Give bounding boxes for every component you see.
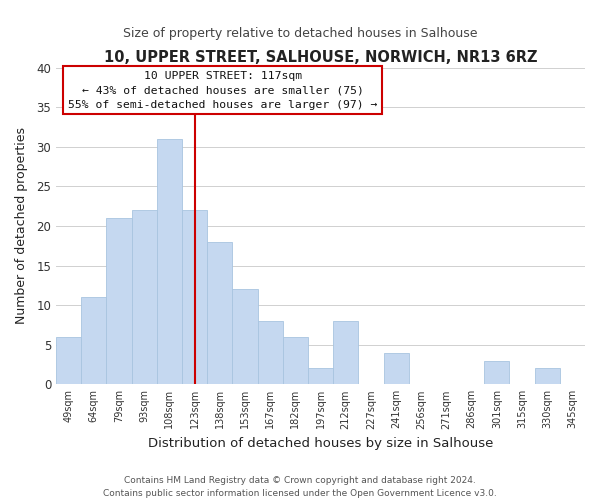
Bar	[131, 210, 157, 384]
Bar	[81, 297, 106, 384]
X-axis label: Distribution of detached houses by size in Salhouse: Distribution of detached houses by size …	[148, 437, 493, 450]
Bar	[333, 321, 358, 384]
Text: Size of property relative to detached houses in Salhouse: Size of property relative to detached ho…	[123, 28, 477, 40]
Text: 10 UPPER STREET: 117sqm
← 43% of detached houses are smaller (75)
55% of semi-de: 10 UPPER STREET: 117sqm ← 43% of detache…	[68, 70, 377, 110]
Bar	[232, 290, 257, 384]
Bar	[484, 360, 509, 384]
Bar	[207, 242, 232, 384]
Bar	[383, 352, 409, 384]
Bar	[157, 139, 182, 384]
Bar	[182, 210, 207, 384]
Bar	[535, 368, 560, 384]
Bar	[308, 368, 333, 384]
Bar	[283, 337, 308, 384]
Y-axis label: Number of detached properties: Number of detached properties	[15, 128, 28, 324]
Title: 10, UPPER STREET, SALHOUSE, NORWICH, NR13 6RZ: 10, UPPER STREET, SALHOUSE, NORWICH, NR1…	[104, 50, 537, 65]
Bar	[106, 218, 131, 384]
Bar	[257, 321, 283, 384]
Bar	[56, 337, 81, 384]
Text: Contains HM Land Registry data © Crown copyright and database right 2024.
Contai: Contains HM Land Registry data © Crown c…	[103, 476, 497, 498]
